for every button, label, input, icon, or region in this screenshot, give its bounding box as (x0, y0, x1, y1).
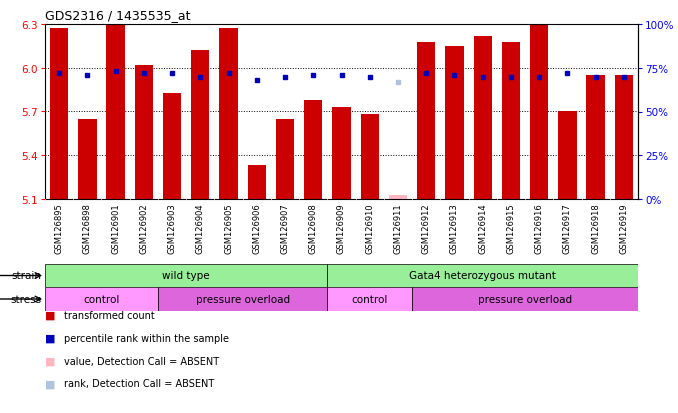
Bar (327, 287, 412, 311)
Text: percentile rank within the sample: percentile rank within the sample (64, 333, 229, 343)
Bar (191, 51, 210, 199)
Text: ■: ■ (45, 333, 56, 343)
Text: rank, Detection Call = ABSENT: rank, Detection Call = ABSENT (64, 379, 214, 389)
Bar (276, 119, 294, 199)
Text: GSM126913: GSM126913 (450, 203, 459, 254)
Bar (247, 166, 266, 199)
Text: GSM126917: GSM126917 (563, 203, 572, 254)
Bar (417, 43, 435, 199)
Bar (78, 119, 96, 199)
Text: GSM126904: GSM126904 (196, 203, 205, 253)
Bar (45, 287, 158, 311)
Bar (50, 29, 68, 199)
Bar (158, 287, 327, 311)
Bar (45, 264, 327, 287)
Text: GSM126916: GSM126916 (535, 203, 544, 254)
Text: GSM126914: GSM126914 (478, 203, 487, 253)
Text: GSM126907: GSM126907 (281, 203, 290, 254)
Text: ■: ■ (45, 379, 56, 389)
Text: GSM126919: GSM126919 (620, 203, 629, 253)
Text: ■: ■ (45, 356, 56, 366)
Text: GSM126912: GSM126912 (422, 203, 431, 253)
Text: strain: strain (12, 271, 41, 281)
Bar (332, 108, 351, 199)
Text: GSM126910: GSM126910 (365, 203, 374, 253)
Text: value, Detection Call = ABSENT: value, Detection Call = ABSENT (64, 356, 219, 366)
Text: control: control (83, 294, 119, 304)
Bar (388, 195, 407, 199)
Text: GSM126906: GSM126906 (252, 203, 261, 254)
Text: GSM126908: GSM126908 (308, 203, 318, 254)
Bar (135, 66, 153, 199)
Bar (586, 76, 605, 199)
Text: wild type: wild type (162, 271, 210, 281)
Text: GSM126901: GSM126901 (111, 203, 120, 253)
Text: stress: stress (10, 294, 41, 304)
Text: pressure overload: pressure overload (478, 294, 572, 304)
Text: transformed count: transformed count (64, 311, 155, 320)
Text: GSM126895: GSM126895 (55, 203, 64, 254)
Text: GDS2316 / 1435535_at: GDS2316 / 1435535_at (45, 9, 191, 22)
Bar (163, 93, 181, 199)
Text: GSM126902: GSM126902 (140, 203, 148, 253)
Bar (473, 37, 492, 199)
Text: control: control (352, 294, 388, 304)
Bar (530, 26, 549, 199)
Text: GSM126918: GSM126918 (591, 203, 600, 254)
Text: GSM126909: GSM126909 (337, 203, 346, 253)
Bar (558, 112, 576, 199)
Text: GSM126915: GSM126915 (506, 203, 515, 253)
Bar (106, 26, 125, 199)
Bar (412, 287, 638, 311)
Bar (361, 115, 379, 199)
Bar (445, 47, 464, 199)
Text: GSM126905: GSM126905 (224, 203, 233, 253)
Text: GSM126911: GSM126911 (393, 203, 403, 253)
Bar (304, 101, 323, 199)
Bar (615, 76, 633, 199)
Text: Gata4 heterozygous mutant: Gata4 heterozygous mutant (410, 271, 556, 281)
Text: ■: ■ (45, 311, 56, 320)
Text: GSM126903: GSM126903 (167, 203, 176, 254)
Bar (327, 264, 638, 287)
Bar (220, 29, 238, 199)
Text: GSM126898: GSM126898 (83, 203, 92, 254)
Text: pressure overload: pressure overload (196, 294, 290, 304)
Bar (502, 43, 520, 199)
